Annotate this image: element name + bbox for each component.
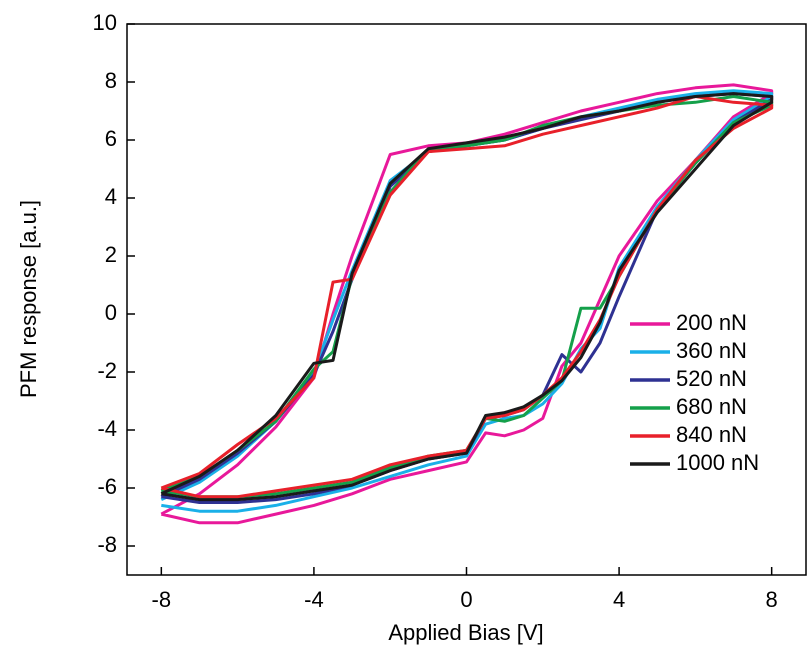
plot-frame: [126, 23, 807, 576]
series-line: [160, 95, 774, 499]
legend-label: 200 nN: [676, 310, 747, 335]
x-tick-label: -4: [304, 587, 324, 612]
y-tick-label: -8: [97, 532, 117, 557]
y-axis-label: PFM response [a.u.]: [16, 200, 41, 398]
x-tick-label: 4: [613, 587, 625, 612]
y-tick-label: 6: [105, 126, 117, 151]
y-tick-label: -6: [97, 474, 117, 499]
x-axis-label: Applied Bias [V]: [388, 620, 543, 645]
legend-label: 680 nN: [676, 394, 747, 419]
y-tick-label: 8: [105, 68, 117, 93]
y-tick-label: 0: [105, 300, 117, 325]
y-tick-label: -4: [97, 416, 117, 441]
legend-label: 840 nN: [676, 422, 747, 447]
y-tick-label: 2: [105, 242, 117, 267]
series-line: [160, 92, 774, 502]
x-tick-label: -8: [152, 587, 172, 612]
series-line: [160, 83, 774, 525]
y-tick-label: -2: [97, 358, 117, 383]
x-tick-label: 0: [460, 587, 472, 612]
legend-label: 360 nN: [676, 338, 747, 363]
y-tick-label: 4: [105, 184, 117, 209]
legend-label: 1000 nN: [676, 450, 759, 475]
legend-label: 520 nN: [676, 366, 747, 391]
x-tick-label: 8: [766, 587, 778, 612]
y-tick-label: 10: [93, 10, 117, 35]
